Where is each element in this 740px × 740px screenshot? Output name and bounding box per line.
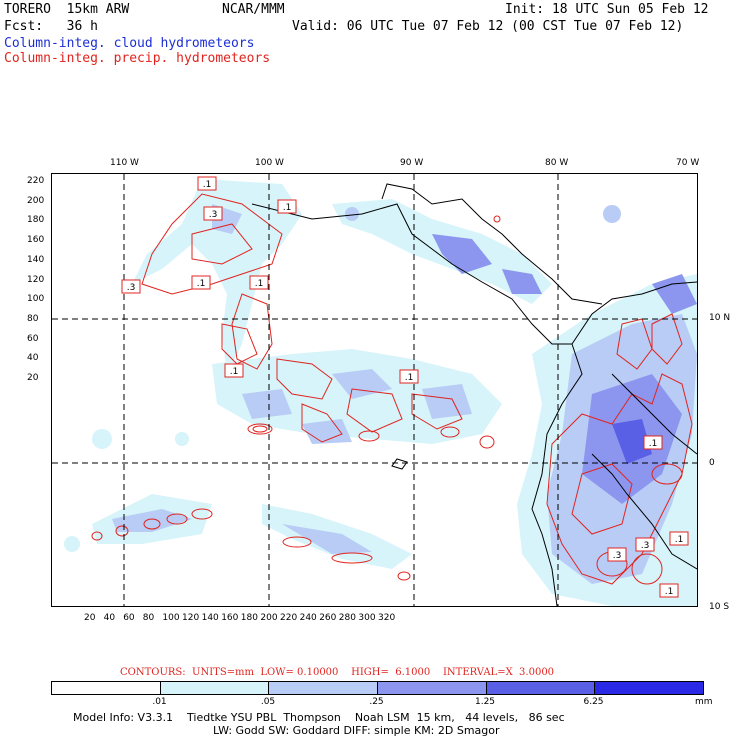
model-title: TORERO 15km ARW xyxy=(4,2,130,17)
contour-label: .1 xyxy=(665,587,674,597)
contour-label: .3 xyxy=(613,551,622,561)
y-tick-label: 80 xyxy=(27,313,39,324)
contour-label-box xyxy=(191,275,211,290)
longitude-label: 80 W xyxy=(545,158,569,168)
contour-label-box xyxy=(249,275,269,290)
y-tick-label: 180 xyxy=(27,215,45,226)
longitude-label: 100 W xyxy=(255,158,284,168)
contour-label-box xyxy=(197,176,217,191)
legend-swatch xyxy=(160,682,270,694)
x-tick-label: 100 xyxy=(162,613,180,623)
map-plot: .1 .3 .1 .3 .1 .1 .1 .1 .1 .3 .3 .1 .1 xyxy=(51,173,698,607)
contour-label-box xyxy=(607,547,627,562)
y-tick-label: 100 xyxy=(27,294,45,305)
contour-units: UNITS=mm xyxy=(192,667,255,678)
contour-label: .1 xyxy=(405,373,414,383)
x-tick-label: 120 xyxy=(182,613,200,623)
x-tick-label: 300 xyxy=(358,613,376,623)
latitude-label: 10 S xyxy=(709,602,730,612)
legend-swatch xyxy=(595,682,704,694)
x-tick-label: 280 xyxy=(338,613,356,623)
x-tick-label: 320 xyxy=(378,613,396,623)
legend-level: 6.25 xyxy=(583,697,604,707)
x-tick-label: 260 xyxy=(319,613,337,623)
field-title-cloud: Column-integ. cloud hydrometeors xyxy=(4,36,255,51)
contour-info: CONTOURS: UNITS=mm LOW= 0.10000 HIGH= 6.… xyxy=(120,667,554,678)
contour-label-box xyxy=(121,279,141,294)
x-tick-label: 160 xyxy=(221,613,239,623)
legend-swatch xyxy=(269,682,379,694)
model-info: Model Info: V3.3.1 Tiedtke YSU PBL Thomp… xyxy=(73,711,565,724)
y-tick-label: 120 xyxy=(27,274,45,285)
legend-level: 1.25 xyxy=(474,697,496,707)
x-tick-label: 220 xyxy=(280,613,298,623)
legend-swatch xyxy=(52,682,161,694)
x-tick-label: 80 xyxy=(142,613,155,623)
x-tick-label: 180 xyxy=(240,613,258,623)
legend-swatch xyxy=(486,682,596,694)
x-tick-label: 140 xyxy=(201,613,219,623)
contour-label: .1 xyxy=(203,180,212,190)
coastlines xyxy=(251,183,697,606)
contour-label: .1 xyxy=(675,535,684,545)
y-tick-label: 160 xyxy=(27,235,45,246)
map-svg: .1 .3 .1 .3 .1 .1 .1 .1 .1 .3 .3 .1 .1 xyxy=(52,174,697,606)
x-tick-label: 20 xyxy=(84,613,96,623)
contour-label: .1 xyxy=(283,203,292,213)
contour-interval: INTERVAL=X 3.0000 xyxy=(442,667,555,678)
x-tick-label: 60 xyxy=(123,613,135,623)
contour-label: .1 xyxy=(230,367,239,377)
longitude-label: 90 W xyxy=(400,158,424,168)
field-title-precip: Column-integ. precip. hydrometeors xyxy=(4,51,271,66)
latitude-label: 10 N xyxy=(709,313,731,323)
contour-label-box xyxy=(277,199,297,214)
legend-level: .05 xyxy=(260,697,276,707)
x-tick-label: 40 xyxy=(103,613,116,623)
legend-level: .01 xyxy=(152,697,167,707)
y-tick-label: 60 xyxy=(27,333,39,344)
y-tick-label: 200 xyxy=(27,195,45,206)
x-tick-label: 240 xyxy=(299,613,317,623)
contour-high: HIGH= 6.1000 xyxy=(351,667,431,678)
contour-label: .3 xyxy=(209,210,218,220)
contour-low: LOW= 0.10000 xyxy=(260,667,339,678)
contour-label: .1 xyxy=(255,279,264,289)
contour-label-box xyxy=(203,206,223,221)
longitude-label: 70 W xyxy=(676,158,700,168)
y-tick-label: 220 xyxy=(27,176,45,186)
x-tick-label: 200 xyxy=(260,613,278,623)
precip-contours xyxy=(91,193,693,585)
contour-label-box xyxy=(399,369,419,384)
contour-label: .3 xyxy=(641,541,650,551)
contour-label: .3 xyxy=(127,283,136,293)
valid-time: Valid: 06 UTC Tue 07 Feb 12 (00 CST Tue … xyxy=(292,19,684,34)
map-grid xyxy=(52,174,697,606)
contour-label-box xyxy=(669,531,689,546)
contour-label: .1 xyxy=(197,279,206,289)
latitude-label: 0 xyxy=(709,458,715,468)
y-tick-label: 20 xyxy=(27,373,39,383)
contour-label: .1 xyxy=(649,439,658,449)
y-tick-label: 40 xyxy=(27,353,39,364)
legend-level: .25 xyxy=(369,697,384,707)
contour-label-box xyxy=(224,363,244,378)
longitude-label: 110 W xyxy=(110,158,139,168)
forecast-hour: Fcst: 36 h xyxy=(4,19,98,34)
init-time: Init: 18 UTC Sun 05 Feb 12 xyxy=(505,2,709,17)
color-legend xyxy=(51,681,704,695)
contour-label-box xyxy=(643,435,663,450)
org-label: NCAR/MMM xyxy=(222,2,285,17)
contour-label: CONTOURS: xyxy=(120,667,186,678)
physics-info: LW: Godd SW: Goddard DIFF: simple KM: 2D… xyxy=(213,724,500,737)
legend-unit: mm xyxy=(695,697,713,707)
y-tick-label: 140 xyxy=(27,254,45,265)
contour-label-box xyxy=(635,537,655,552)
legend-swatch xyxy=(378,682,487,694)
contour-label-box xyxy=(659,583,679,598)
contour-labels: .1 .3 .1 .3 .1 .1 .1 .1 .1 .3 .3 .1 .1 xyxy=(121,176,689,598)
